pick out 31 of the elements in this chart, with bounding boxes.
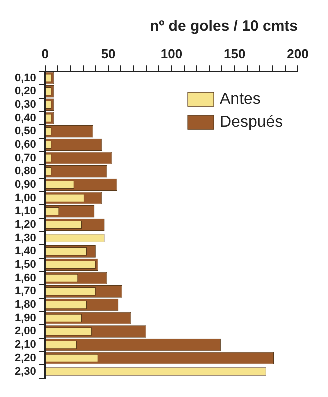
y-tick-label: 1,90 bbox=[14, 312, 36, 324]
x-tick-label: 200 bbox=[287, 46, 309, 62]
y-tick-label: 0,30 bbox=[14, 98, 36, 111]
y-tick-label: 1,40 bbox=[14, 246, 36, 258]
x-tick-label: 50 bbox=[101, 46, 116, 62]
y-tick-label: 1,80 bbox=[14, 299, 36, 312]
y-tick-label: 1,50 bbox=[14, 259, 36, 272]
y-tick-label: 0,70 bbox=[14, 152, 36, 164]
y-tick-label: 0,40 bbox=[14, 112, 36, 124]
x-tick-label: 150 bbox=[224, 46, 246, 62]
y-tick-label: 0,10 bbox=[14, 72, 36, 84]
y-tick-label: 1,20 bbox=[14, 219, 36, 232]
y-tick-label: 0,80 bbox=[14, 166, 36, 178]
y-tick-label: 1,70 bbox=[14, 286, 36, 298]
y-tick-label: 1,10 bbox=[14, 206, 36, 218]
y-tick-label: 0,90 bbox=[14, 179, 36, 192]
legend-label: Después bbox=[220, 114, 284, 132]
y-tick-label: 0,60 bbox=[14, 138, 36, 151]
y-tick-label: 1,60 bbox=[14, 272, 36, 284]
y-tick-label: 0,20 bbox=[14, 86, 36, 98]
y-tick-label: 0,50 bbox=[14, 126, 36, 138]
y-tick-label: 2,00 bbox=[14, 326, 36, 338]
legend-label: Antes bbox=[220, 91, 261, 108]
y-tick-label: 1,30 bbox=[14, 232, 36, 244]
y-tick-label: 2,20 bbox=[14, 352, 36, 364]
y-tick-label: 2,10 bbox=[14, 339, 36, 352]
x-tick-label: 0 bbox=[42, 46, 50, 62]
chart-title: nº de goles / 10 cmts bbox=[150, 18, 298, 36]
y-tick-label: 2,30 bbox=[14, 366, 36, 378]
x-tick-label: 100 bbox=[160, 46, 183, 62]
y-tick-label: 1,00 bbox=[14, 192, 36, 204]
